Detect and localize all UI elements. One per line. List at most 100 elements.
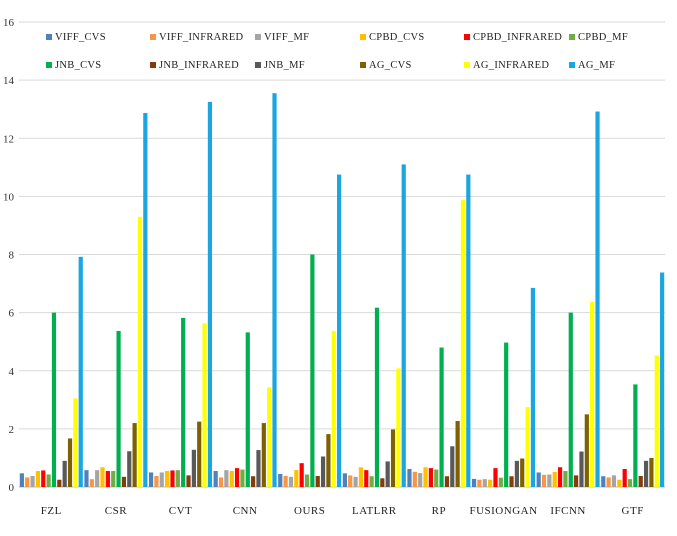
x-tick-label: FUSIONGAN: [469, 505, 537, 517]
legend-label: CPBD_MF: [578, 32, 628, 43]
bar-jnb-infrared-latlrr: [380, 478, 385, 487]
bar-ag-infrared-fusiongan: [525, 407, 530, 487]
bar-jnb-mf-rp: [450, 446, 455, 487]
bar-viff-infrared-csr: [89, 479, 94, 487]
bar-jnb-infrared-cnn: [251, 476, 256, 487]
y-tick-label: 8: [9, 250, 15, 262]
bar-jnb-infrared-csr: [121, 476, 127, 487]
bar-ag-mf-cvt: [207, 101, 213, 487]
bar-ag-cvs-rp: [455, 421, 460, 487]
bar-ag-mf-rp: [466, 174, 471, 487]
bar-ag-cvs-fusiongan: [520, 458, 525, 487]
bar-cpbd-infrared-cnn: [234, 468, 240, 487]
legend-swatch: [569, 62, 575, 68]
bar-jnb-cvs-fzl: [51, 312, 57, 487]
x-tick-label: FZL: [41, 505, 62, 517]
bar-cpbd-mf-cvt: [175, 470, 180, 487]
bar-cpbd-infrared-rp: [428, 468, 433, 487]
bar-viff-mf-fzl: [30, 475, 35, 487]
bar-viff-cvs-fzl: [19, 473, 24, 487]
bar-cpbd-mf-cnn: [240, 469, 245, 487]
bar-jnb-mf-fzl: [62, 460, 67, 487]
legend-swatch: [255, 62, 261, 68]
legend-swatch: [360, 34, 366, 40]
bar-jnb-mf-cnn: [256, 450, 261, 487]
bar-jnb-mf-fusiongan: [514, 460, 519, 487]
bar-viff-mf-fusiongan: [482, 479, 487, 487]
bar-cpbd-mf-fusiongan: [498, 477, 503, 487]
legend-label: JNB_INFRARED: [159, 60, 239, 71]
bar-jnb-infrared-fzl: [57, 479, 62, 487]
bar-ag-mf-csr: [143, 112, 148, 487]
y-tick-label: 6: [9, 308, 15, 320]
bar-viff-cvs-csr: [84, 470, 89, 487]
bar-viff-mf-latlrr: [353, 476, 358, 487]
bar-cpbd-cvs-gtf: [617, 479, 622, 487]
bar-cpbd-infrared-ours: [299, 463, 304, 487]
bar-cpbd-mf-rp: [434, 469, 439, 487]
bar-viff-infrared-ours: [283, 475, 288, 487]
bar-cpbd-infrared-gtf: [622, 468, 627, 487]
legend-swatch: [150, 62, 156, 68]
bar-jnb-infrared-gtf: [638, 475, 643, 487]
bar-cpbd-cvs-rp: [423, 467, 428, 487]
bar-jnb-cvs-csr: [116, 330, 121, 487]
y-tick-label: 12: [3, 133, 14, 145]
bar-ag-infrared-ifcnn: [590, 301, 595, 487]
bar-ag-infrared-cnn: [267, 387, 272, 487]
bar-viff-cvs-ifcnn: [536, 472, 541, 487]
bar-cpbd-infrared-ifcnn: [557, 467, 563, 487]
legend-swatch: [464, 62, 470, 68]
bar-viff-mf-cnn: [224, 470, 229, 487]
bar-jnb-cvs-latlrr: [374, 307, 380, 487]
bar-viff-cvs-fusiongan: [471, 478, 477, 487]
bars: [19, 93, 665, 487]
bar-cpbd-mf-fzl: [46, 474, 51, 487]
y-tick-label: 0: [9, 482, 15, 494]
bar-cpbd-cvs-csr: [100, 467, 105, 487]
bar-viff-mf-rp: [418, 473, 423, 487]
bar-jnb-infrared-rp: [444, 476, 450, 487]
bar-viff-mf-csr: [95, 470, 100, 487]
legend-label: VIFF_CVS: [55, 32, 106, 43]
bar-cpbd-infrared-latlrr: [364, 470, 369, 487]
x-tick-label: CVT: [169, 505, 193, 517]
bar-jnb-infrared-fusiongan: [509, 476, 514, 487]
legend-swatch: [46, 62, 52, 68]
bar-viff-cvs-cnn: [213, 471, 218, 487]
axes: 0 2 4 6 8 10 12 14 16 FZL CSR CVT CNN OURS LATLRR RP FUS…: [3, 17, 665, 517]
bar-ag-cvs-latlrr: [390, 429, 396, 487]
bar-cpbd-cvs-fusiongan: [488, 479, 493, 487]
bar-viff-cvs-ours: [278, 473, 283, 487]
legend-label: AG_INFRARED: [473, 60, 549, 71]
bar-jnb-cvs-cvt: [181, 317, 186, 487]
legend-swatch: [569, 34, 575, 40]
bar-jnb-mf-cvt: [191, 449, 196, 487]
bar-cpbd-infrared-csr: [105, 471, 110, 487]
bar-jnb-cvs-ifcnn: [568, 312, 573, 487]
bar-jnb-cvs-cnn: [245, 332, 250, 487]
bar-cpbd-cvs-ifcnn: [552, 471, 557, 487]
bar-cpbd-infrared-fusiongan: [493, 468, 498, 487]
legend-label: VIFF_INFRARED: [159, 32, 244, 43]
bar-cpbd-cvs-ours: [294, 470, 299, 487]
legend: VIFF_CVS VIFF_INFRARED VIFF_MF CPBD_CVS CPBD…: [46, 32, 628, 71]
bar-ag-cvs-gtf: [649, 457, 654, 487]
bar-jnb-mf-csr: [127, 451, 132, 487]
bar-viff-infrared-gtf: [606, 477, 611, 487]
gridlines: [19, 21, 665, 488]
bar-jnb-cvs-rp: [439, 347, 444, 487]
bar-ag-infrared-gtf: [654, 355, 659, 487]
bar-viff-infrared-cnn: [218, 477, 224, 487]
bar-viff-infrared-ifcnn: [541, 474, 547, 487]
y-tick-label: 2: [9, 424, 15, 436]
bar-ag-mf-cnn: [272, 93, 277, 487]
x-tick-label: CSR: [105, 505, 127, 517]
legend-swatch: [255, 34, 261, 40]
bar-cpbd-cvs-fzl: [35, 471, 41, 487]
legend-label: JNB_MF: [264, 60, 305, 71]
bar-jnb-mf-ours: [320, 456, 326, 487]
bar-viff-mf-gtf: [611, 475, 617, 487]
legend-swatch: [46, 34, 52, 40]
bar-jnb-infrared-ifcnn: [574, 475, 579, 487]
